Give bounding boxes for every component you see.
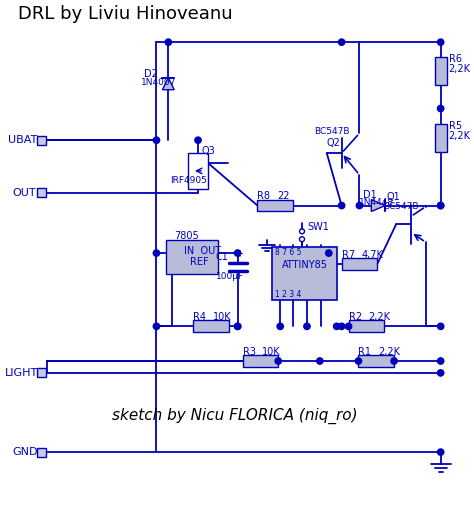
Text: 1 2 3 4: 1 2 3 4 <box>275 290 301 299</box>
Circle shape <box>195 137 201 144</box>
Circle shape <box>235 323 241 329</box>
Circle shape <box>153 137 160 144</box>
Circle shape <box>346 323 352 329</box>
Circle shape <box>338 323 345 329</box>
Circle shape <box>356 358 362 364</box>
Bar <box>348 321 384 333</box>
Circle shape <box>356 203 363 209</box>
Text: 22: 22 <box>277 191 290 200</box>
Circle shape <box>334 323 340 329</box>
Text: R6: R6 <box>448 54 462 64</box>
Text: R5: R5 <box>448 121 462 132</box>
Bar <box>193 321 229 333</box>
Text: 2,2K: 2,2K <box>378 347 400 357</box>
Bar <box>37 188 46 197</box>
Text: D1: D1 <box>364 189 377 199</box>
Circle shape <box>153 323 160 329</box>
Text: UBAT: UBAT <box>8 135 37 145</box>
Text: R1: R1 <box>358 347 372 357</box>
Text: +: + <box>235 249 243 259</box>
Text: R4: R4 <box>193 313 206 323</box>
Bar <box>188 153 208 189</box>
Bar <box>37 369 46 377</box>
Circle shape <box>153 250 160 256</box>
Circle shape <box>338 203 345 209</box>
Text: 4,7K: 4,7K <box>361 250 383 260</box>
Text: R7: R7 <box>342 250 355 260</box>
Text: IRF4905: IRF4905 <box>170 176 207 185</box>
Text: 10K: 10K <box>213 313 231 323</box>
Circle shape <box>438 203 444 209</box>
Bar <box>257 199 293 211</box>
Text: 2,2K: 2,2K <box>368 313 391 323</box>
Text: OUT: OUT <box>12 188 36 198</box>
Text: 8 7 6 5: 8 7 6 5 <box>275 247 302 257</box>
Circle shape <box>391 358 397 364</box>
Text: SW1: SW1 <box>307 222 329 232</box>
Circle shape <box>235 250 241 256</box>
Text: LIGHT: LIGHT <box>5 368 38 378</box>
Text: GND: GND <box>12 447 37 457</box>
Text: Q3: Q3 <box>201 146 215 156</box>
Circle shape <box>438 323 444 329</box>
Bar <box>435 57 447 85</box>
Text: 7805: 7805 <box>174 231 199 241</box>
Text: IN  OUT: IN OUT <box>184 246 221 256</box>
Bar <box>37 136 46 145</box>
Text: BC547B: BC547B <box>383 202 419 211</box>
Bar <box>435 124 447 152</box>
Bar <box>358 355 394 367</box>
Bar <box>342 258 377 270</box>
Circle shape <box>438 370 444 376</box>
Text: 10K: 10K <box>263 347 281 357</box>
Circle shape <box>438 39 444 45</box>
Bar <box>243 355 278 367</box>
Text: 1N4007: 1N4007 <box>141 78 176 87</box>
Text: REF: REF <box>190 257 209 267</box>
Bar <box>272 247 337 300</box>
Circle shape <box>438 105 444 112</box>
Text: Q2: Q2 <box>327 138 341 148</box>
Circle shape <box>338 39 345 45</box>
Text: BC547B: BC547B <box>314 127 349 136</box>
Text: C1: C1 <box>216 252 229 262</box>
Text: 1N4448: 1N4448 <box>359 198 394 207</box>
Circle shape <box>438 449 444 455</box>
Text: R3: R3 <box>243 347 255 357</box>
Text: R8: R8 <box>257 191 271 200</box>
Text: 100μF: 100μF <box>216 272 244 281</box>
Polygon shape <box>163 78 174 90</box>
Bar <box>37 448 46 457</box>
Circle shape <box>438 358 444 364</box>
Text: Q1: Q1 <box>386 192 400 201</box>
Circle shape <box>317 358 323 364</box>
Text: 2,2K: 2,2K <box>448 64 471 74</box>
Text: DRL by Liviu Hinoveanu: DRL by Liviu Hinoveanu <box>18 5 232 23</box>
Circle shape <box>165 39 172 45</box>
Circle shape <box>277 323 283 329</box>
Circle shape <box>275 358 282 364</box>
Circle shape <box>326 250 332 256</box>
Polygon shape <box>371 199 385 211</box>
Bar <box>166 240 218 274</box>
Circle shape <box>438 203 444 209</box>
Circle shape <box>304 323 310 329</box>
Circle shape <box>235 323 241 329</box>
Text: ATTINY85: ATTINY85 <box>282 260 328 270</box>
Text: 2,2K: 2,2K <box>448 131 471 141</box>
Text: sketch by Nicu FLORICA (niq_ro): sketch by Nicu FLORICA (niq_ro) <box>112 407 357 423</box>
Text: R2: R2 <box>348 313 362 323</box>
Text: D2: D2 <box>144 69 157 79</box>
